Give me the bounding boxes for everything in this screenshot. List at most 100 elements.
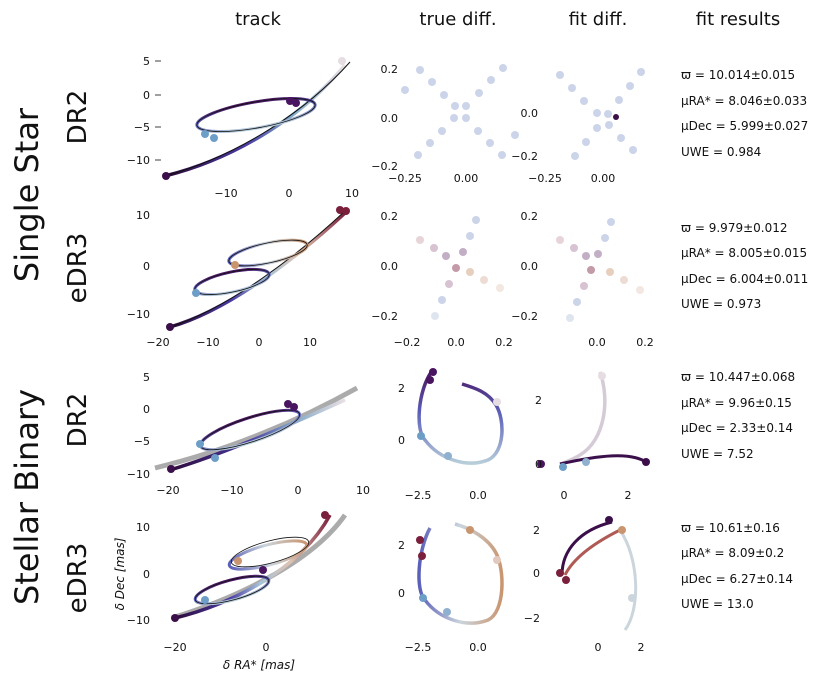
orbit-fit-loop (228, 239, 308, 267)
fit-result-pmdec: μDec = 5.999±0.027 (681, 119, 808, 133)
fit-result-parallax: ϖ = 10.014±0.015 (681, 68, 795, 82)
scatter-cross (556, 68, 645, 160)
x-tick-label: 0.00 (591, 172, 616, 185)
group-label-single-star: Single Star (8, 107, 46, 282)
scatter-point (498, 151, 506, 159)
scatter-point (593, 124, 601, 132)
fit-result-uwe: UWE = 0.984 (681, 145, 761, 159)
data-point (336, 206, 344, 214)
data-point (598, 372, 606, 380)
x-tick-label: 2 (638, 641, 645, 654)
data-point (559, 463, 567, 471)
fit-result-uwe: UWE = 13.0 (681, 597, 754, 611)
scatter-point (582, 252, 590, 260)
fit-result-pmdec: μDec = 6.27±0.14 (681, 572, 793, 586)
y-tick-label: 0 (398, 587, 405, 600)
panel-track-binary-edr3: 10 0 −10 −20 0 (127, 511, 348, 654)
x-tick-label: 0.00 (454, 172, 479, 185)
scatter-point (452, 264, 460, 272)
orbit-fit-loop (230, 536, 310, 568)
data-point (234, 557, 242, 565)
fit-result-parallax: ϖ = 10.61±0.16 (681, 521, 780, 535)
scatter-point (571, 152, 579, 160)
scatter-point (570, 244, 578, 252)
scatter-point (605, 121, 613, 129)
scatter-point (580, 282, 588, 290)
column-title-track: track (235, 9, 281, 30)
track-line (164, 63, 347, 178)
data-point (292, 99, 300, 107)
scatter-point (582, 138, 590, 146)
column-title-fit-diff: fit diff. (569, 9, 628, 30)
scatter-point (636, 286, 644, 294)
scatter-point (580, 97, 588, 105)
data-point (201, 596, 209, 604)
group-label-stellar-binary: Stellar Binary (8, 389, 46, 605)
row-label-dr2-binary: DR2 (63, 393, 93, 448)
scatter-point (593, 109, 601, 117)
x-tick-label: 2 (625, 489, 632, 502)
y-tick-label: −10 (127, 154, 150, 167)
diff-orbit (560, 520, 613, 576)
data-point (582, 458, 590, 466)
orbit-fit-loop (196, 98, 316, 132)
fit-result-uwe: UWE = 0.973 (681, 297, 761, 311)
row-label-edr3-single: eDR3 (63, 233, 93, 304)
panel-true-diff-single-edr3: 0.2 0.0 −0.2 −0.2 0.0 0.2 (371, 210, 512, 349)
data-point (201, 130, 209, 138)
y-tick-label: 0 (143, 403, 150, 416)
y-tick-label: 10 (136, 521, 150, 534)
x-tick-label: 0.2 (495, 336, 513, 349)
x-tick-label: −2.5 (405, 641, 432, 654)
x-tick-label: 0 (263, 641, 270, 654)
y-axis-label: δ Dec [mas] (113, 537, 127, 610)
scatter-point (462, 102, 470, 110)
data-point (342, 207, 350, 215)
scatter-point (459, 248, 467, 256)
scatter-point (486, 139, 494, 147)
scatter-point (438, 296, 446, 304)
scatter-point (416, 236, 424, 244)
y-tick-label: 0 (143, 260, 150, 273)
x-tick-label: −20 (146, 336, 169, 349)
fit-results-row-3: ϖ = 10.61±0.16 μRA* = 8.09±0.2 μDec = 6.… (681, 521, 793, 611)
scatter-point (480, 276, 488, 284)
panel-true-diff-binary-dr2: 2 0 −2.5 0.0 (398, 368, 504, 502)
data-point (171, 614, 179, 622)
y-tick-label: 0.2 (381, 63, 399, 76)
scatter-point (587, 266, 595, 274)
fit-result-parallax: ϖ = 9.979±0.012 (681, 221, 788, 235)
scatter-point (594, 250, 602, 258)
y-tick-label: 0.0 (381, 112, 399, 125)
data-point (166, 323, 174, 331)
data-point (493, 556, 501, 564)
scatter-point (431, 312, 439, 320)
y-tick-label: −5 (134, 435, 150, 448)
y-tick-label: 0.0 (521, 107, 539, 120)
data-point (493, 398, 501, 406)
x-tick-label: 0.0 (447, 336, 465, 349)
y-tick-label: 0.2 (381, 210, 399, 223)
scatter-point (442, 252, 450, 260)
panel-track-single-dr2: 5 0 −5 −10 −10 0 10 (127, 55, 359, 200)
column-title-fit-results: fit results (696, 9, 780, 30)
data-point (419, 594, 427, 602)
scatter-point (462, 114, 470, 122)
scatter-point (629, 146, 637, 154)
scatter-point (428, 78, 436, 86)
data-point (628, 594, 636, 602)
scatter-point (401, 86, 409, 94)
scatter-point (416, 66, 424, 74)
data-point (162, 172, 170, 180)
panel-track-binary-dr2: 5 0 −5 −10 −20 −10 0 10 (127, 371, 370, 497)
scatter-point (438, 127, 446, 135)
data-point (429, 368, 437, 376)
column-title-true-diff: true diff. (419, 9, 496, 30)
scatter-cross (556, 218, 644, 322)
scatter-point (466, 232, 474, 240)
x-tick-label: 0 (595, 641, 602, 654)
diff-orbit (559, 454, 647, 466)
data-point (231, 261, 239, 269)
y-tick-label: −0.2 (511, 310, 538, 323)
y-tick-label: 0.2 (521, 210, 539, 223)
